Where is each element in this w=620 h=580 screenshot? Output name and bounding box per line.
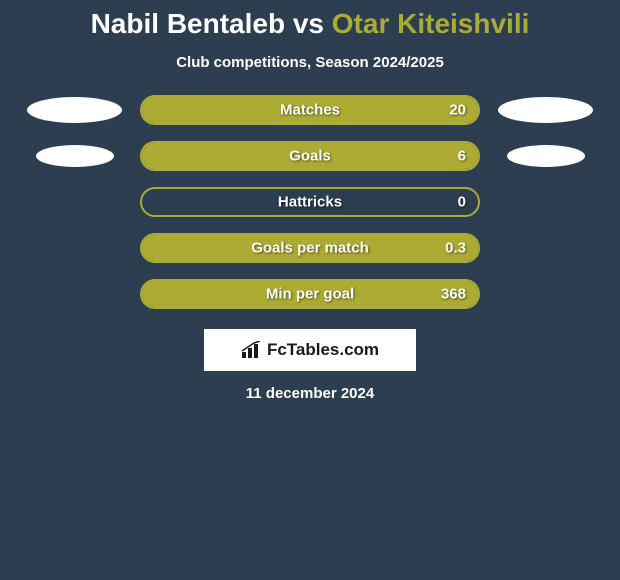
stat-bar-fill <box>142 281 478 307</box>
stat-value: 0 <box>458 194 466 211</box>
club-right-slot <box>498 96 593 124</box>
comparison-card: Nabil Bentaleb vs Otar Kiteishvili Club … <box>0 0 620 402</box>
stat-bar-fill <box>142 235 478 261</box>
club-left-slot <box>27 96 122 124</box>
club-left-badge <box>36 145 114 167</box>
stat-bar: Hattricks0 <box>140 187 480 217</box>
stat-bar: Min per goal368 <box>140 279 480 309</box>
stat-row: Hattricks0 <box>0 187 620 217</box>
vs-text: vs <box>293 8 324 39</box>
stat-row: Min per goal368 <box>0 279 620 309</box>
stats-block: Matches20 Goals6 Hattricks0 Goals per match… <box>0 95 620 309</box>
stat-bar-fill <box>142 97 478 123</box>
page-title: Nabil Bentaleb vs Otar Kiteishvili <box>0 8 620 40</box>
club-right-slot <box>498 188 593 216</box>
club-left-badge <box>27 97 122 123</box>
player1-name: Nabil Bentaleb <box>91 8 285 39</box>
stat-bar: Goals per match0.3 <box>140 233 480 263</box>
club-left-slot <box>27 234 122 262</box>
stat-label: Hattricks <box>142 194 478 211</box>
stat-bar: Matches20 <box>140 95 480 125</box>
brand-text: FcTables.com <box>267 340 379 360</box>
stat-bar: Goals6 <box>140 141 480 171</box>
bar-chart-icon <box>241 341 263 359</box>
club-left-slot <box>27 142 122 170</box>
club-right-badge <box>498 97 593 123</box>
club-right-slot <box>498 234 593 262</box>
stat-row: Matches20 <box>0 95 620 125</box>
stat-row: Goals per match0.3 <box>0 233 620 263</box>
club-left-slot <box>27 188 122 216</box>
date-text: 11 december 2024 <box>0 385 620 402</box>
club-right-slot <box>498 280 593 308</box>
stat-bar-fill <box>142 143 478 169</box>
subtitle: Club competitions, Season 2024/2025 <box>0 54 620 71</box>
player2-name: Otar Kiteishvili <box>332 8 530 39</box>
club-right-badge <box>507 145 585 167</box>
stat-row: Goals6 <box>0 141 620 171</box>
club-left-slot <box>27 280 122 308</box>
brand-box: FcTables.com <box>204 329 416 371</box>
club-right-slot <box>498 142 593 170</box>
